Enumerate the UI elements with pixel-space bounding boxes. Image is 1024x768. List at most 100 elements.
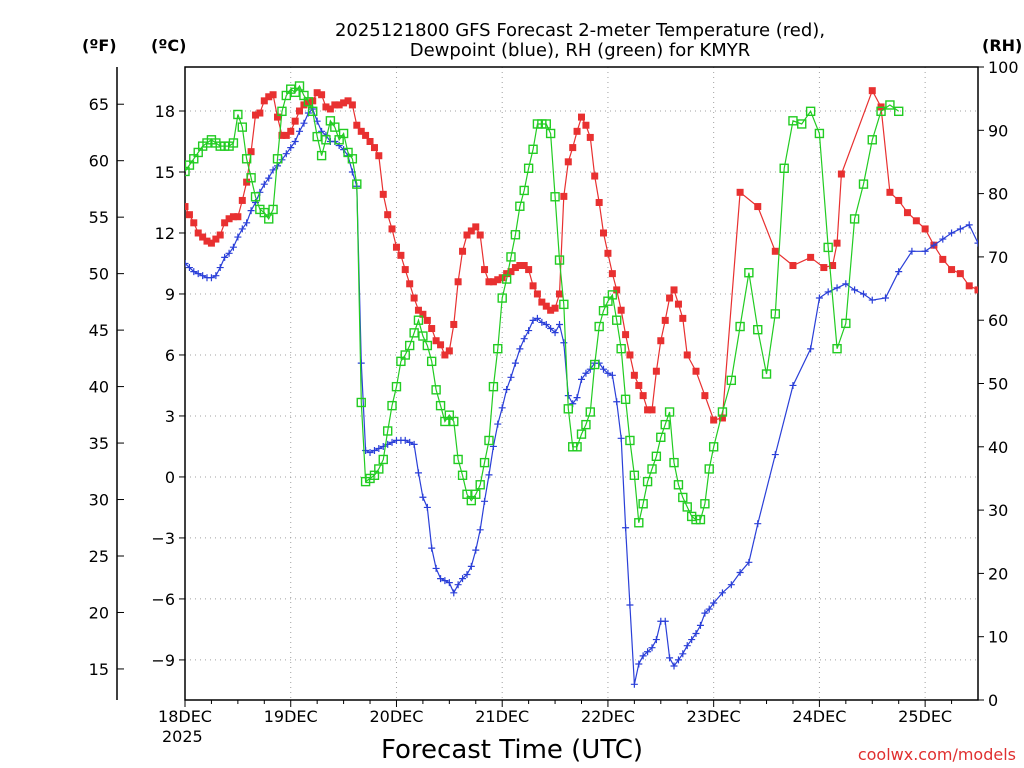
dewpoint-point [824,288,832,296]
dewpoint-point [670,662,678,670]
temperature-point [551,304,559,312]
dewpoint-point [437,575,445,583]
rh-point [400,350,410,360]
dewpoint-point [503,386,511,394]
x-tick-label: 20DEC [369,707,423,726]
dewpoint-point [199,272,207,280]
temperature-point [260,97,268,105]
temperature-point [423,316,431,324]
temperature-point [903,209,911,217]
rh-point [704,464,714,474]
dewpoint-point [815,294,823,302]
temperature-point [221,219,229,227]
c-tick-label: 15 [155,163,175,182]
rh-point [294,81,305,91]
series-layer [185,81,978,688]
dewpoint-point [718,589,726,597]
dewpoint-point [459,575,467,583]
dewpoint-point [859,290,867,298]
temperature-point [701,392,709,400]
temperature-point [754,203,762,211]
dewpoint-point [666,654,674,662]
temperature-point [586,133,594,141]
rh-point [277,106,287,117]
dewpoint-point [626,601,634,609]
rh-point [814,128,825,139]
temperature-point [357,127,365,135]
dewpoint-point [542,320,550,328]
dewpoint-point [939,235,947,243]
dewpoint-point [578,375,585,383]
temperature-point [674,300,682,308]
dewpoint-point [895,268,903,276]
temperature-point [771,247,779,255]
rh-point [832,343,842,354]
dewpoint-point [529,316,537,324]
dewpoint-point [881,294,889,302]
temperature-point [630,371,638,379]
rh-point [497,293,507,303]
c-tick-label: 0 [165,468,175,487]
dewpoint-point [608,371,616,379]
rh-point [528,144,538,154]
dewpoint-point [833,284,841,292]
chart-title-line1: 2025121800 GFS Forecast 2-meter Temperat… [335,20,825,41]
dewpoint-point [243,219,251,227]
temperature-point [203,237,211,245]
temperature-point [397,251,405,259]
dewpoint-point [696,621,704,629]
dewpoint-point [551,329,559,337]
rh-point [885,100,895,110]
dewpoint-point [617,434,625,442]
temperature-point [428,325,436,333]
dewpoint-point [789,381,797,389]
temperature-point [613,286,621,294]
rh-point [303,97,314,107]
temperature-point [639,392,647,400]
temperature-point [212,235,220,243]
rh-point [656,432,666,443]
rh-point [418,331,428,341]
c-tick-label: 9 [165,285,175,304]
time-axis: 18DEC 19DEC 20DEC 21DEC 22DEC 23DEC 24DEC 25DEC [158,700,952,726]
dewpoint-point [908,247,916,255]
temperature-point [547,306,555,314]
temperature-point [789,262,797,270]
temperature-point [529,282,537,290]
dewpoint-point [842,280,850,288]
rh-point [638,499,648,509]
dewpoint-point [282,150,290,158]
fahrenheit-axis: 65 60 55 50 45 40 35 30 25 20 15 [89,95,124,679]
temperature-point [445,347,453,355]
rh-tick-label: 100 [988,58,1019,77]
dewpoint-point [185,259,189,267]
dewpoint-point [357,359,365,367]
temperature-point [419,310,427,318]
rh-point [347,154,358,164]
dewpoint-point [463,571,471,579]
dewpoint-point [194,270,202,278]
rh-point [682,502,692,512]
dewpoint-point [520,335,528,343]
temperature-point [291,117,299,125]
f-tick-label: 65 [89,95,109,114]
rh-point [572,442,582,452]
dewpoint-point [683,642,691,650]
dewpoint-point [212,272,220,280]
axes [116,66,979,701]
temperature-point [344,97,352,105]
rh-point [449,416,459,427]
rh-point [272,154,283,164]
rh-point [590,359,600,370]
temperature-point [370,144,378,152]
dewpoint-point [956,225,964,233]
rh-point [625,435,635,446]
c-tick-label: 18 [155,102,175,121]
temperature-point [441,351,449,359]
dewpoint-point [265,174,273,182]
rh-point [634,518,644,528]
rh-point [629,470,640,480]
rh-point [554,255,565,265]
temperature-point [503,270,511,278]
